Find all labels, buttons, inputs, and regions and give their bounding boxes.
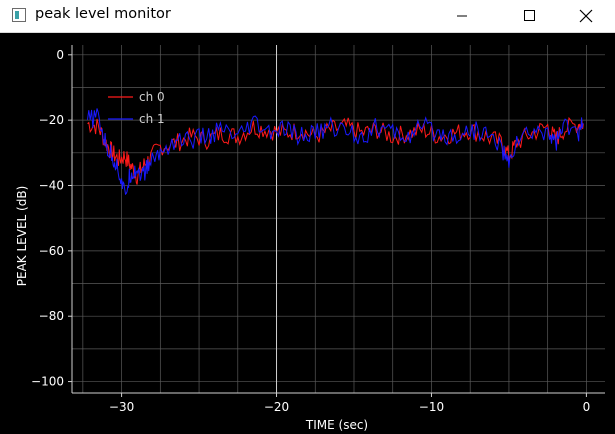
title-bar: peak level monitor xyxy=(0,0,615,33)
y-tick-label: −100 xyxy=(31,375,64,389)
minimize-icon xyxy=(456,10,468,22)
y-tick-label: 0 xyxy=(56,48,64,62)
peak-level-chart: −30 −20 −10 00−20−40−60−80−100 ch 0ch 1 TIM… xyxy=(0,33,615,434)
x-tick-label: −30 xyxy=(109,400,134,414)
maximize-icon xyxy=(524,10,536,22)
app-icon xyxy=(12,8,26,22)
legend: ch 0 ch 1 xyxy=(108,90,165,126)
y-axis-label: PEAK LEVEL (dB) xyxy=(15,186,29,286)
x-axis-label: TIME (sec) xyxy=(305,418,368,432)
y-tick-label: −40 xyxy=(39,179,64,193)
y-tick-label: −20 xyxy=(39,113,64,127)
legend-label: ch 0 xyxy=(139,90,165,104)
x-tick-label: −10 xyxy=(419,400,444,414)
y-tick-label: −80 xyxy=(39,309,64,323)
close-icon xyxy=(579,9,593,23)
minimize-button[interactable] xyxy=(439,0,485,32)
plot-area: −30 −20 −10 0 0 −20 −40 −60 −80 −100 ch 0 ch 1 TIM… xyxy=(0,33,615,434)
y-tick-label: −60 xyxy=(39,244,64,258)
window-title: peak level monitor xyxy=(35,6,171,22)
x-tick-label: 0 xyxy=(583,400,591,414)
legend-label: ch 1 xyxy=(139,112,165,126)
x-tick-label: −20 xyxy=(264,400,289,414)
maximize-button[interactable] xyxy=(507,0,553,32)
close-button[interactable] xyxy=(563,0,609,32)
axes: −30 −20 −10 00−20−40−60−80−100 xyxy=(31,45,605,414)
